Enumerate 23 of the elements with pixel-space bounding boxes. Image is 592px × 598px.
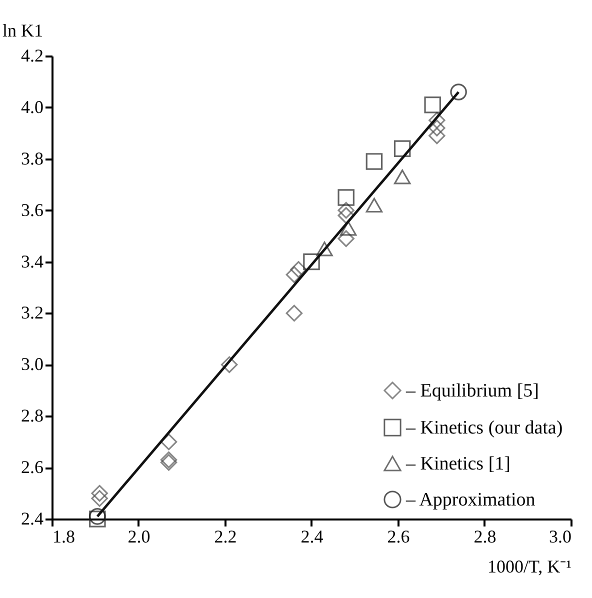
y-tick-label: 4.0 bbox=[21, 96, 44, 117]
legend-label: – Approximation bbox=[405, 490, 536, 510]
x-tick-label: 2.4 bbox=[300, 526, 324, 546]
x-tick-label: 2.6 bbox=[387, 526, 410, 546]
x-tick-label: 2.2 bbox=[214, 526, 237, 546]
legend-label: – Kinetics [1] bbox=[405, 454, 510, 474]
y-tick-label: 2.8 bbox=[21, 406, 44, 426]
legend-label: – Equilibrium [5] bbox=[405, 380, 539, 402]
x-tick-label: 2.8 bbox=[474, 526, 496, 546]
y-tick-label: 2.4 bbox=[21, 508, 44, 528]
y-tick-label: 3.4 bbox=[21, 251, 44, 272]
y-axis-title: ln K1 bbox=[2, 20, 43, 40]
x-tick-label: 1.8 bbox=[52, 526, 75, 546]
x-tick-label: 2.0 bbox=[128, 526, 150, 546]
y-tick-label: 3.8 bbox=[21, 148, 44, 168]
x-axis-title: 1000/T, K⁻¹ bbox=[487, 556, 572, 576]
y-tick-label: 2.6 bbox=[21, 457, 44, 478]
y-tick-label: 3.0 bbox=[21, 354, 44, 374]
legend-label: – Kinetics (our data) bbox=[405, 418, 563, 438]
y-tick-label: 3.2 bbox=[21, 302, 44, 323]
y-tick-label: 4.2 bbox=[21, 46, 44, 66]
x-tick-label: 3.0 bbox=[549, 526, 572, 546]
y-tick-label: 3.6 bbox=[21, 200, 44, 220]
